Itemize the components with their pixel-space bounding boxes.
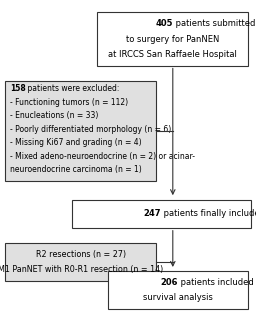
Text: 206: 206 [161, 278, 178, 287]
Text: patients were excluded:: patients were excluded: [26, 84, 120, 93]
Text: to surgery for PanNEN: to surgery for PanNEN [126, 35, 219, 43]
FancyBboxPatch shape [108, 271, 248, 309]
FancyBboxPatch shape [72, 200, 251, 228]
Text: patients submitted: patients submitted [173, 19, 255, 28]
Text: 405: 405 [155, 19, 173, 28]
Text: neuroendocrine carcinoma (n = 1): neuroendocrine carcinoma (n = 1) [10, 165, 142, 174]
Text: patients included in: patients included in [178, 278, 256, 287]
Text: - Mixed adeno-neuroendocrine (n = 2) or acinar-: - Mixed adeno-neuroendocrine (n = 2) or … [10, 152, 195, 160]
Text: - Functioning tumors (n = 112): - Functioning tumors (n = 112) [10, 98, 128, 106]
Text: at IRCCS San Raffaele Hospital: at IRCCS San Raffaele Hospital [108, 50, 237, 59]
FancyBboxPatch shape [5, 243, 156, 281]
Text: - Missing Ki67 and grading (n = 4): - Missing Ki67 and grading (n = 4) [10, 138, 141, 147]
Text: patients finally included in the study: patients finally included in the study [161, 209, 256, 218]
FancyBboxPatch shape [5, 81, 156, 181]
Text: 158: 158 [10, 84, 26, 93]
Text: - Enucleations (n = 33): - Enucleations (n = 33) [10, 111, 98, 120]
Text: M1 PanNET with R0-R1 resection (n = 14): M1 PanNET with R0-R1 resection (n = 14) [0, 266, 163, 274]
Text: survival analysis: survival analysis [143, 294, 213, 302]
Text: 247: 247 [144, 209, 161, 218]
Text: - Poorly differentiated morphology (n = 6): - Poorly differentiated morphology (n = … [10, 124, 171, 134]
Text: R2 resections (n = 27): R2 resections (n = 27) [36, 250, 126, 259]
FancyBboxPatch shape [97, 12, 248, 66]
